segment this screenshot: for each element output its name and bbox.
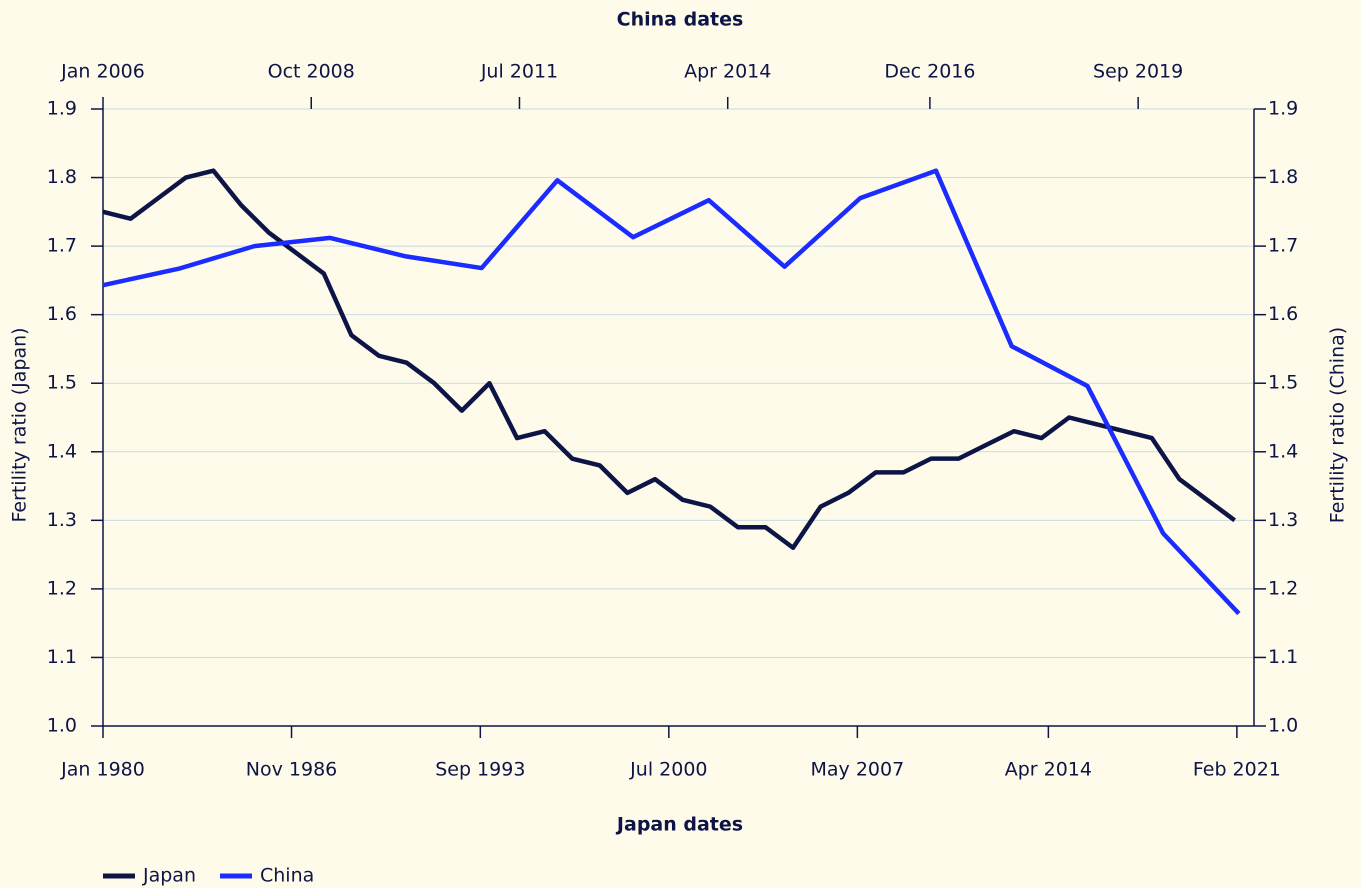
y-tick-label: 1.7 [47,235,77,257]
x2-tick-label: Jul 2011 [480,61,558,83]
x2-tick-label: Sep 2019 [1093,61,1183,83]
y2-axis-title: Fertility ratio (China) [1327,327,1349,523]
x-tick-label: Apr 2014 [1005,759,1092,781]
x-tick-label: Sep 1993 [435,759,525,781]
legend-label: China [260,865,314,887]
series-line [102,168,1237,551]
y2-tick-label: 1.5 [1268,372,1298,394]
y-axis-title: Fertility ratio (Japan) [9,327,31,522]
x-tick-label: Nov 1986 [246,759,337,781]
x2-tick-label: Jan 2006 [60,61,145,83]
y-tick-label: 1.1 [47,646,77,668]
y2-tick-label: 1.8 [1268,166,1298,188]
y2-tick-label: 1.9 [1268,98,1298,120]
y-tick-label: 1.9 [47,98,77,120]
x-tick-label: May 2007 [811,759,905,781]
y-tick-label: 1.0 [47,715,77,737]
x-axis-title: Japan dates [615,814,743,836]
y-tick-label: 1.6 [47,303,77,325]
y2-tick-label: 1.3 [1268,509,1298,531]
y-tick-label: 1.2 [47,577,77,599]
y2-tick-label: 1.1 [1268,646,1298,668]
y2-tick-label: 1.6 [1268,303,1298,325]
x2-tick-label: Apr 2014 [684,61,771,83]
y2-tick-label: 1.4 [1268,440,1298,462]
legend-label: Japan [142,865,196,887]
x-tick-label: Jan 1980 [60,759,145,781]
y-tick-label: 1.5 [47,372,77,394]
y2-tick-label: 1.2 [1268,577,1298,599]
x2-tick-label: Oct 2008 [268,61,355,83]
x-tick-label: Jul 2000 [629,759,707,781]
y2-tick-label: 1.0 [1268,715,1298,737]
y-tick-label: 1.3 [47,509,77,531]
x-tick-label: Feb 2021 [1193,759,1281,781]
series-line [102,168,1241,616]
y2-tick-label: 1.7 [1268,235,1298,257]
y-tick-label: 1.4 [47,440,77,462]
x2-tick-label: Dec 2016 [884,61,975,83]
x2-axis-title: China dates [617,9,744,31]
y-tick-label: 1.8 [47,166,77,188]
